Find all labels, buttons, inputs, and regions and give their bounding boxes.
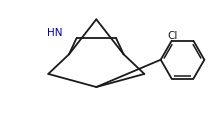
Text: Cl: Cl <box>168 30 178 40</box>
Text: HN: HN <box>47 28 63 38</box>
